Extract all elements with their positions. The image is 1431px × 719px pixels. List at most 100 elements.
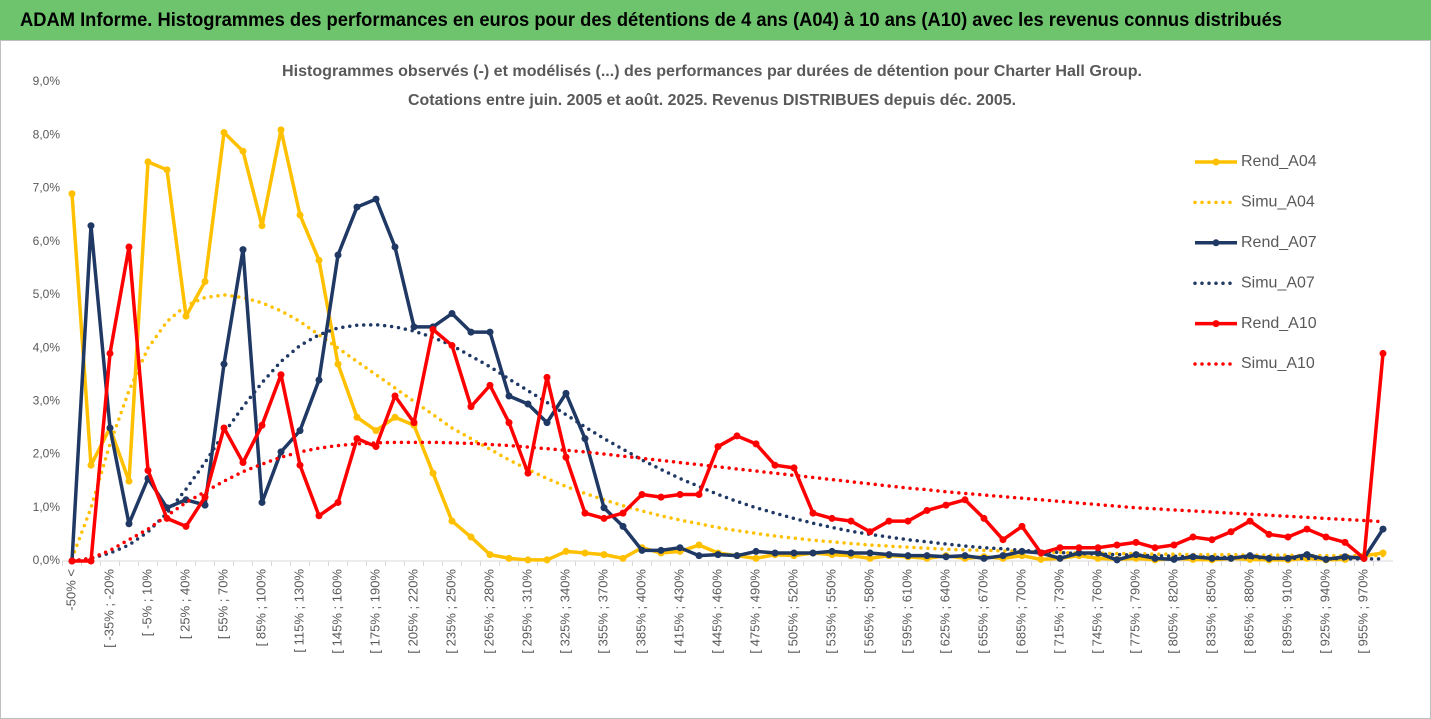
point (277, 126, 285, 134)
point (999, 536, 1007, 544)
header-band (0, 0, 1431, 40)
x-tick-label: [ 805% ; 820% (1165, 569, 1180, 654)
series-line (70, 440, 1385, 563)
point (1303, 551, 1311, 559)
point (752, 547, 760, 555)
point (239, 147, 247, 155)
point (144, 467, 152, 475)
series-line (70, 322, 1385, 563)
point (296, 427, 304, 435)
point (315, 376, 323, 384)
point (1113, 541, 1121, 549)
point (277, 371, 285, 379)
point (448, 310, 456, 318)
legend-marker (1212, 239, 1220, 247)
point (942, 501, 950, 509)
point (581, 509, 589, 517)
point (1056, 554, 1064, 562)
legend-label: Simu_A10 (1241, 355, 1315, 372)
point (1132, 538, 1140, 546)
x-tick-label: [ 55% ; 70% (215, 569, 230, 640)
x-tick-label: [ 565% ; 580% (861, 569, 876, 654)
x-tick-label: [ 835% ; 850% (1203, 569, 1218, 654)
point (201, 278, 209, 286)
y-tick-label: 5,0% (33, 287, 61, 301)
point (904, 517, 912, 525)
point (486, 551, 494, 559)
y-tick-label: 7,0% (33, 181, 61, 195)
point (505, 392, 513, 400)
point (619, 509, 627, 517)
point (201, 501, 209, 509)
point (1322, 533, 1330, 541)
point (258, 498, 266, 506)
point (106, 349, 114, 357)
point (163, 166, 171, 174)
point (315, 512, 323, 520)
point (125, 243, 133, 251)
point (961, 496, 969, 504)
point (429, 469, 437, 477)
point (695, 541, 703, 549)
point (467, 328, 475, 336)
point (1246, 517, 1254, 525)
point (353, 413, 361, 421)
point (353, 203, 361, 211)
y-tick-label: 3,0% (33, 394, 61, 408)
y-tick-label: 6,0% (33, 234, 61, 248)
point (1170, 541, 1178, 549)
point (410, 419, 418, 427)
point (771, 461, 779, 469)
point (581, 549, 589, 557)
point (543, 556, 551, 564)
point (1322, 555, 1330, 563)
legend-marker (1212, 320, 1220, 328)
x-tick-label: [ 145% ; 160% (329, 569, 344, 654)
legend-label: Rend_A10 (1241, 315, 1317, 332)
point (486, 381, 494, 389)
x-tick-label: [ 295% ; 310% (519, 569, 534, 654)
point (87, 461, 95, 469)
point (790, 464, 798, 472)
point (1208, 536, 1216, 544)
point (562, 389, 570, 397)
series-line (70, 293, 1385, 561)
x-tick-label: [ 505% ; 520% (785, 569, 800, 654)
x-tick-label: [ 625% ; 640% (937, 569, 952, 654)
x-tick-label: [ 925% ; 940% (1317, 569, 1332, 654)
point (676, 544, 684, 552)
x-tick-label: [ -5% ; 10% (139, 569, 154, 637)
point (220, 424, 228, 432)
point (1379, 525, 1387, 533)
point (657, 493, 665, 501)
point (600, 504, 608, 512)
point (182, 312, 190, 320)
legend-label: Simu_A07 (1241, 274, 1315, 291)
point (391, 413, 399, 421)
x-tick-label: [ 205% ; 220% (405, 569, 420, 654)
point (695, 490, 703, 498)
point (790, 549, 798, 557)
x-tick-label: [ 175% ; 190% (367, 569, 382, 654)
x-tick-label: [ 25% ; 40% (177, 569, 192, 640)
point (980, 514, 988, 522)
point (467, 403, 475, 411)
point (562, 547, 570, 555)
point (1265, 530, 1273, 538)
point (828, 514, 836, 522)
point (638, 490, 646, 498)
y-tick-label: 1,0% (33, 500, 61, 514)
point (125, 477, 133, 485)
point (847, 517, 855, 525)
point (1341, 538, 1349, 546)
x-tick-label: [ 115% ; 130% (291, 569, 306, 653)
point (866, 528, 874, 536)
point (733, 432, 741, 440)
point (1303, 525, 1311, 533)
x-tick-label: [ 235% ; 250% (443, 569, 458, 654)
point (334, 498, 342, 506)
point (1284, 533, 1292, 541)
point (695, 552, 703, 560)
point (448, 341, 456, 349)
